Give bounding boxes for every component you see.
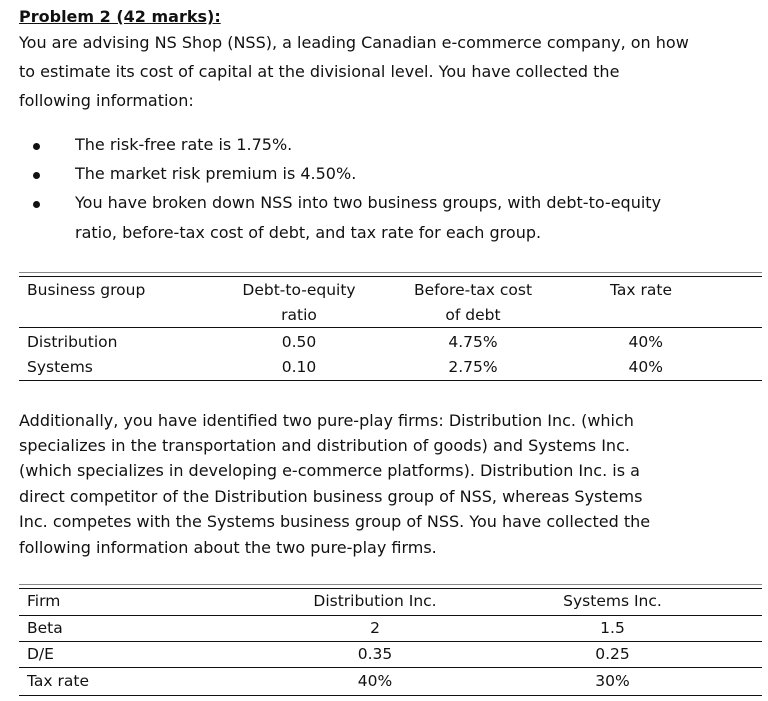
row-systems-label: Systems bbox=[27, 358, 93, 376]
additional-line-2: specializes in the transportation and di… bbox=[19, 436, 630, 455]
row-tax-rate-distribution: 40% bbox=[357, 672, 393, 690]
header-rule bbox=[19, 327, 762, 328]
row-rule bbox=[19, 667, 762, 668]
additional-line-1: Additionally, you have identified two pu… bbox=[19, 411, 634, 430]
table-top-rule bbox=[19, 276, 762, 277]
bullet-dot bbox=[33, 172, 40, 179]
table-top-rule bbox=[19, 588, 762, 589]
bullet-business-groups-line-1: You have broken down NSS into two busine… bbox=[75, 193, 662, 212]
bullet-market-premium: The market risk premium is 4.50%. bbox=[75, 164, 357, 183]
header-rule bbox=[19, 615, 762, 616]
row-distribution-cost: 4.75% bbox=[448, 333, 498, 351]
row-beta-systems: 1.5 bbox=[600, 619, 625, 637]
header-tax-rate: Tax rate bbox=[610, 281, 672, 299]
row-beta-label: Beta bbox=[27, 619, 63, 637]
bullet-business-groups-line-2: ratio, before-tax cost of debt, and tax … bbox=[75, 223, 542, 242]
header-debt-to-equity: Debt-to-equity bbox=[242, 281, 356, 299]
row-beta-distribution: 2 bbox=[370, 619, 380, 637]
table-top-rule bbox=[19, 584, 762, 585]
row-distribution-de: 0.50 bbox=[281, 333, 317, 351]
table-bottom-rule bbox=[19, 695, 762, 696]
header-before-tax-cost: Before-tax cost bbox=[413, 281, 533, 299]
row-rule bbox=[19, 641, 762, 642]
intro-line-2: to estimate its cost of capital at the d… bbox=[19, 62, 620, 81]
intro-line-3: following information: bbox=[19, 91, 194, 110]
intro-line-1: You are advising NS Shop (NSS), a leadin… bbox=[19, 33, 689, 52]
header-of-debt: of debt bbox=[445, 306, 501, 324]
additional-line-3: (which specializes in developing e-comme… bbox=[19, 461, 640, 480]
row-de-label: D/E bbox=[27, 645, 54, 663]
bullet-dot bbox=[33, 201, 40, 208]
additional-line-6: following information about the two pure… bbox=[19, 538, 437, 557]
header-firm: Firm bbox=[27, 592, 61, 610]
table-bottom-rule bbox=[19, 380, 762, 381]
row-distribution-label: Distribution bbox=[27, 333, 118, 351]
row-distribution-tax: 40% bbox=[628, 333, 663, 351]
row-tax-rate-systems: 30% bbox=[595, 672, 630, 690]
additional-line-4: direct competitor of the Distribution bu… bbox=[19, 487, 643, 506]
problem-title: Problem 2 (42 marks): bbox=[19, 7, 221, 26]
row-systems-cost: 2.75% bbox=[448, 358, 498, 376]
header-ratio: ratio bbox=[281, 306, 317, 324]
header-business-group: Business group bbox=[27, 281, 146, 299]
row-systems-de: 0.10 bbox=[281, 358, 317, 376]
additional-line-5: Inc. competes with the Systems business … bbox=[19, 512, 651, 531]
row-de-systems: 0.25 bbox=[595, 645, 630, 663]
row-tax-rate-label: Tax rate bbox=[27, 672, 89, 690]
row-de-distribution: 0.35 bbox=[357, 645, 393, 663]
row-systems-tax: 40% bbox=[628, 358, 663, 376]
bullet-risk-free: The risk-free rate is 1.75%. bbox=[75, 135, 293, 154]
header-systems-inc: Systems Inc. bbox=[563, 592, 662, 610]
bullet-dot bbox=[33, 143, 40, 150]
table-top-rule bbox=[19, 272, 762, 273]
header-distribution-inc: Distribution Inc. bbox=[313, 592, 437, 610]
